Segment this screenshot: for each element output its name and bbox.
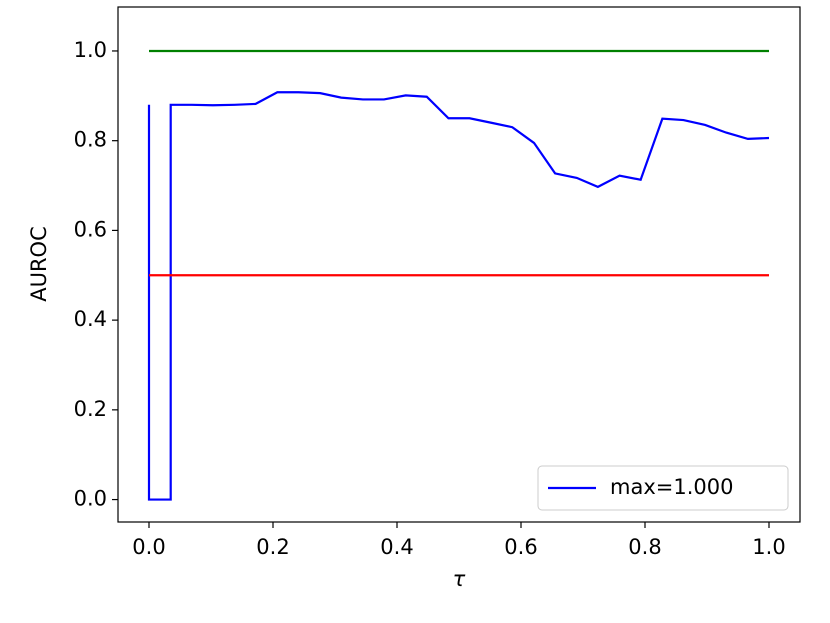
x-tick-label: 0.8 — [628, 535, 661, 559]
x-axis-label: τ — [453, 567, 466, 591]
x-tick-label: 0.6 — [504, 535, 537, 559]
y-tick-label: 0.6 — [74, 217, 107, 241]
y-tick-label: 1.0 — [74, 38, 107, 62]
legend-label: max=1.000 — [610, 475, 733, 499]
y-tick-label: 0.2 — [74, 397, 107, 421]
y-tick-label: 0.4 — [74, 307, 107, 331]
x-tick-label: 0.4 — [380, 535, 413, 559]
y-tick-label: 0.8 — [74, 128, 107, 152]
x-tick-label: 0.2 — [256, 535, 289, 559]
y-axis-label: AUROC — [27, 226, 51, 302]
line — [147, 91, 770, 501]
plot-frame — [117, 6, 801, 523]
y-tick-label: 0.0 — [74, 487, 107, 511]
x-tick-label: 0.0 — [132, 535, 165, 559]
x-tick-label: 1.0 — [752, 535, 785, 559]
legend-box — [537, 465, 789, 511]
